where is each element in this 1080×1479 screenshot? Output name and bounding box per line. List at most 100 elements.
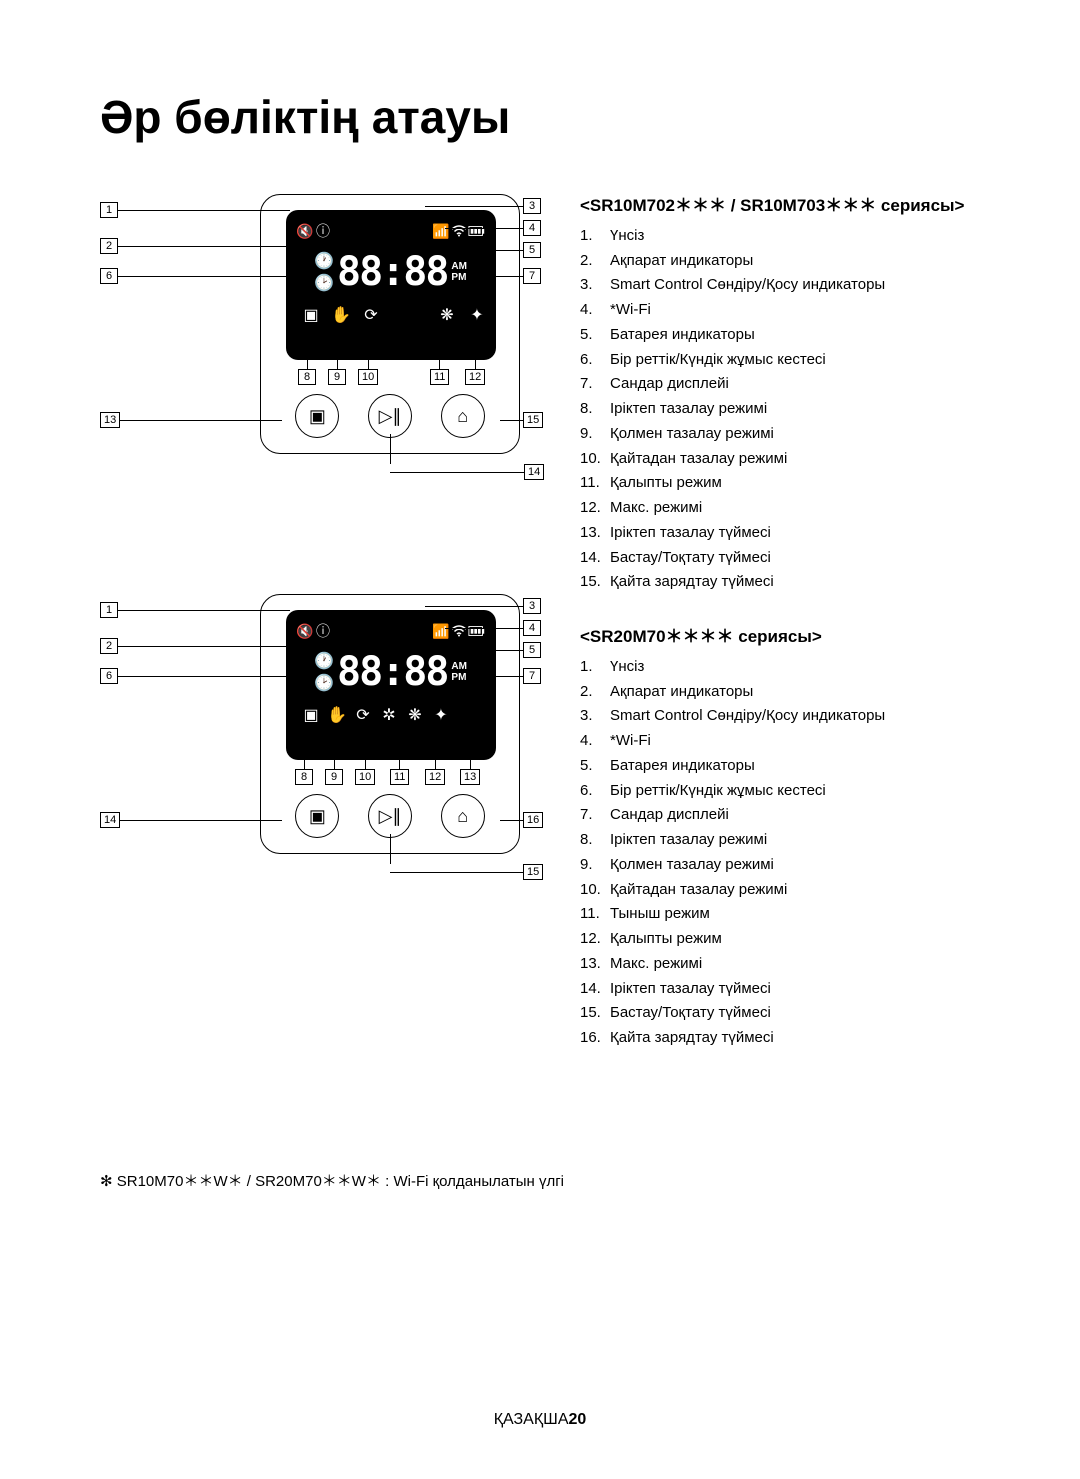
callout-15: 15 (390, 864, 543, 880)
legend-item-number: 13. (580, 952, 610, 977)
callout-5: 5 (470, 642, 541, 658)
legend-item-number: 5. (580, 323, 610, 348)
recharge-button[interactable]: ⌂ (441, 794, 485, 838)
legend-item-number: 11. (580, 902, 610, 927)
legend-item-number: 3. (580, 704, 610, 729)
diagram-2: 🔇 ⓘ 📶 🕐 🕑 (100, 594, 540, 894)
legend-item-text: Бастау/Тоқтату түймесі (610, 1001, 771, 1026)
silent-mode-icon: ✲ (380, 706, 398, 724)
callout-num: 12 (465, 369, 485, 385)
callout-14: 14 (390, 464, 544, 480)
mode-row: ▣ ✋ ⟳ ❋ ✦ (296, 300, 486, 330)
legend-item-number: 10. (580, 878, 610, 903)
callout-num: 13 (460, 769, 480, 785)
mode-row: ▣ ✋ ⟳ ✲ ❋ ✦ (296, 700, 486, 730)
legend-item-text: Ақпарат индикаторы (610, 249, 753, 274)
legend-item: 8.Іріктеп тазалау режимі (580, 828, 980, 853)
am-label: AM (451, 261, 467, 272)
legend-item: 7.Сандар дисплейі (580, 372, 980, 397)
page-footer: ҚАЗАҚША20 (0, 1411, 1080, 1429)
legend-item: 9.Қолмен тазалау режимі (580, 422, 980, 447)
page-title: Әр бөліктің атауы (100, 90, 980, 144)
callout-num: 13 (100, 412, 120, 428)
callout-16: 16 (500, 812, 543, 828)
number-display: 88:88 (337, 652, 447, 692)
callout-num: 12 (425, 769, 445, 785)
start-stop-button[interactable]: ▷∥ (368, 794, 412, 838)
callout-3: 3 (425, 198, 541, 214)
legend-item: 15.Бастау/Тоқтату түймесі (580, 1001, 980, 1026)
legend-item: 9.Қолмен тазалау режимі (580, 853, 980, 878)
number-display: 88:88 (337, 252, 447, 292)
legend-item-text: Үнсіз (610, 224, 644, 249)
callout-num: 1 (100, 602, 118, 618)
legend-item: 2.Ақпарат индикаторы (580, 249, 980, 274)
legend-item-text: Макс. режимі (610, 952, 702, 977)
callout-1: 1 (100, 202, 290, 218)
schedule-icons: 🕐 🕑 (315, 652, 333, 692)
legend-item-number: 9. (580, 422, 610, 447)
legend-item-text: Бір реттік/Күндік жұмыс кестесі (610, 348, 826, 373)
callout-num: 1 (100, 202, 118, 218)
legend-item-number: 12. (580, 496, 610, 521)
legend-item-number: 11. (580, 471, 610, 496)
daily-schedule-icon: 🕑 (315, 274, 333, 292)
legend-item-text: Қолмен тазалау режимі (610, 422, 774, 447)
legend-item-text: Smart Control Сөндіру/Қосу индикаторы (610, 273, 885, 298)
series-2-heading: <SR20M70＊＊＊＊ сериясы> (580, 625, 980, 649)
callout-num: 2 (100, 638, 118, 654)
callout-8: 8 (298, 349, 316, 385)
spot-mode-icon: ▣ (302, 706, 320, 724)
callout-13: 13 (460, 749, 480, 785)
legend-item-number: 4. (580, 729, 610, 754)
callout-num: 11 (430, 369, 449, 385)
legend-item-number: 2. (580, 249, 610, 274)
legend-item-number: 2. (580, 680, 610, 705)
callout-4: 4 (445, 620, 541, 636)
callout-num: 10 (355, 769, 375, 785)
callout-num: 7 (523, 668, 541, 684)
legend-item-number: 14. (580, 977, 610, 1002)
callout-num: 2 (100, 238, 118, 254)
callout-num: 5 (523, 642, 541, 658)
legend-item-text: Іріктеп тазалау түймесі (610, 521, 771, 546)
legend-item: 10.Қайтадан тазалау режимі (580, 447, 980, 472)
legend-item-number: 1. (580, 655, 610, 680)
button-row: ▣ ▷∥ ⌂ (261, 794, 519, 838)
legend-item: 1.Үнсіз (580, 224, 980, 249)
diagrams-column: 🔇 ⓘ 📶 🕐 🕑 (100, 194, 540, 1081)
legend-item: 6.Бір реттік/Күндік жұмыс кестесі (580, 348, 980, 373)
legend-item-text: Іріктеп тазалау түймесі (610, 977, 771, 1002)
callout-12: 12 (425, 749, 445, 785)
legend-item-number: 8. (580, 397, 610, 422)
legend-item: 4.*Wi-Fi (580, 729, 980, 754)
callout-10: 10 (355, 749, 375, 785)
legend-item-number: 15. (580, 570, 610, 595)
legend-item-text: Қайта зарядтау түймесі (610, 1026, 774, 1051)
daily-schedule-icon: 🕑 (315, 674, 333, 692)
legend-item-number: 6. (580, 348, 610, 373)
legend-item-text: Smart Control Сөндіру/Қосу индикаторы (610, 704, 885, 729)
legend-item: 10.Қайтадан тазалау режимі (580, 878, 980, 903)
callout-8: 8 (295, 749, 313, 785)
callout-num: 7 (523, 268, 541, 284)
legend-item: 16.Қайта зарядтау түймесі (580, 1026, 980, 1051)
legend-item-text: Қалыпты режим (610, 927, 722, 952)
legend-item: 2.Ақпарат индикаторы (580, 680, 980, 705)
spot-clean-button[interactable]: ▣ (295, 394, 339, 438)
recharge-button[interactable]: ⌂ (441, 394, 485, 438)
callout-num: 14 (524, 464, 544, 480)
legend-item-number: 5. (580, 754, 610, 779)
callout-2: 2 (100, 238, 310, 254)
legend-item: 14.Бастау/Тоқтату түймесі (580, 546, 980, 571)
legend-item-number: 15. (580, 1001, 610, 1026)
legend-item-number: 8. (580, 828, 610, 853)
legend-item-number: 6. (580, 779, 610, 804)
series-2-list: 1.Үнсіз2.Ақпарат индикаторы3.Smart Contr… (580, 655, 980, 1051)
legend-item: 3.Smart Control Сөндіру/Қосу индикаторы (580, 704, 980, 729)
info-icon: ⓘ (314, 222, 332, 240)
start-stop-button[interactable]: ▷∥ (368, 394, 412, 438)
spot-clean-button[interactable]: ▣ (295, 794, 339, 838)
legend-item-number: 1. (580, 224, 610, 249)
legend-item: 14.Іріктеп тазалау түймесі (580, 977, 980, 1002)
